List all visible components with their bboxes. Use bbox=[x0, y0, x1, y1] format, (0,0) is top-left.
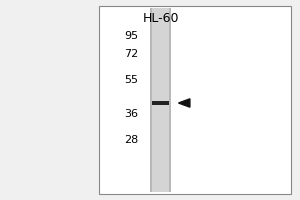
Text: 55: 55 bbox=[124, 75, 138, 85]
Text: 28: 28 bbox=[124, 135, 138, 145]
Text: 95: 95 bbox=[124, 31, 138, 41]
Text: 36: 36 bbox=[124, 109, 138, 119]
FancyBboxPatch shape bbox=[152, 8, 169, 192]
FancyBboxPatch shape bbox=[99, 6, 291, 194]
Text: HL-60: HL-60 bbox=[142, 12, 179, 25]
Text: 72: 72 bbox=[124, 49, 138, 59]
FancyBboxPatch shape bbox=[152, 101, 169, 105]
FancyBboxPatch shape bbox=[150, 8, 171, 192]
Polygon shape bbox=[178, 99, 190, 107]
